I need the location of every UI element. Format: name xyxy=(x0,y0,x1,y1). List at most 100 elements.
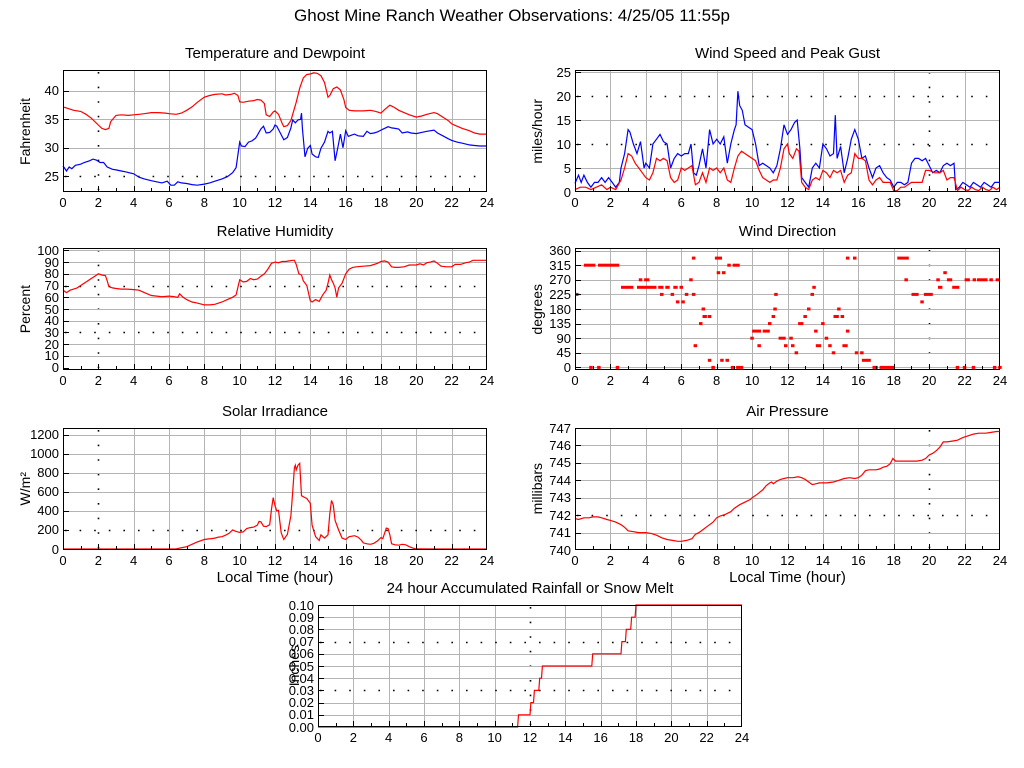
x-tick-label: 2 xyxy=(349,730,357,745)
x-tick-label: 10 xyxy=(487,730,502,745)
y-tick-label: 10 xyxy=(556,136,571,152)
y-tick-label: 0 xyxy=(563,359,571,375)
x-tick-label: 22 xyxy=(957,553,972,568)
x-tick-label: 10 xyxy=(744,553,760,568)
x-tick-label: 14 xyxy=(303,373,318,388)
y-tick-label: 25 xyxy=(556,64,571,80)
x-tick-label: 8 xyxy=(200,553,208,568)
y-axis-label: miles/hour xyxy=(529,98,545,164)
y-tick-label: 1200 xyxy=(30,427,59,443)
x-tick-label: 8 xyxy=(200,195,208,210)
y-tick-label: 0.10 xyxy=(288,597,314,613)
x-tick-label: 12 xyxy=(780,373,795,388)
solar-irradiance-chart: Solar Irradiance W/m² Local Time (hour) … xyxy=(17,403,494,586)
y-tick-label: 800 xyxy=(37,465,59,481)
y-tick-label: 0.02 xyxy=(288,695,314,711)
x-tick-label: 8 xyxy=(455,730,463,745)
plot-area xyxy=(62,248,487,370)
y-tick-label: 400 xyxy=(37,503,59,519)
x-tick-label: 10 xyxy=(232,195,247,210)
y-tick-label: 742 xyxy=(549,507,571,523)
x-tick-label: 10 xyxy=(744,195,760,210)
x-tick-label: 6 xyxy=(677,553,685,568)
x-tick-label: 24 xyxy=(992,195,1008,210)
y-tick-label: 180 xyxy=(549,301,571,317)
y-tick-label: 200 xyxy=(37,522,59,538)
x-tick-label: 4 xyxy=(130,373,138,388)
y-tick-label: 740 xyxy=(549,542,571,558)
x-tick-label: 8 xyxy=(713,553,721,568)
y-tick-label: 600 xyxy=(37,484,59,500)
y-tick-label: 60 xyxy=(44,289,59,305)
rainfall-chart: 24 hour Accumulated Rainfall or Snow Mel… xyxy=(286,580,749,745)
chart-title: Air Pressure xyxy=(746,403,829,420)
y-tick-label: 15 xyxy=(556,112,571,128)
x-tick-label: 22 xyxy=(444,195,459,210)
y-tick-label: 1000 xyxy=(30,446,59,462)
y-tick-label: 360 xyxy=(549,243,571,259)
x-tick-label: 14 xyxy=(815,553,831,568)
x-tick-label: 0 xyxy=(571,195,579,210)
y-tick-label: 744 xyxy=(549,472,571,488)
x-tick-label: 24 xyxy=(992,373,1008,388)
x-tick-label: 20 xyxy=(409,195,424,210)
x-tick-label: 10 xyxy=(232,553,247,568)
x-tick-label: 14 xyxy=(303,553,318,568)
y-tick-label: 270 xyxy=(549,272,571,288)
x-tick-label: 10 xyxy=(232,373,247,388)
y-tick-label: 0 xyxy=(563,184,571,200)
x-tick-label: 14 xyxy=(558,730,573,745)
y-tick-label: 0.07 xyxy=(288,634,314,650)
x-tick-label: 12 xyxy=(780,195,795,210)
x-tick-label: 16 xyxy=(851,553,866,568)
x-tick-label: 20 xyxy=(664,730,679,745)
y-tick-label: 0.09 xyxy=(288,609,314,625)
x-tick-label: 24 xyxy=(734,730,750,745)
y-tick-label: 746 xyxy=(549,437,571,453)
x-tick-label: 16 xyxy=(338,373,353,388)
plot-area xyxy=(575,248,1002,370)
x-tick-label: 22 xyxy=(957,195,972,210)
x-tick-label: 24 xyxy=(479,553,495,568)
y-tick-label: 40 xyxy=(44,83,59,99)
y-tick-label: 50 xyxy=(44,301,59,317)
y-tick-label: 90 xyxy=(556,330,571,346)
x-tick-label: 4 xyxy=(130,195,138,210)
air-pressure-chart: Air Pressure millibars Local Time (hour)… xyxy=(529,403,1007,586)
x-tick-label: 2 xyxy=(606,553,615,568)
x-tick-label: 18 xyxy=(373,373,389,388)
x-tick-label: 18 xyxy=(373,553,389,568)
x-tick-label: 6 xyxy=(420,730,428,745)
y-tick-label: 70 xyxy=(44,278,59,294)
x-tick-label: 12 xyxy=(267,553,283,568)
x-tick-label: 16 xyxy=(338,195,353,210)
y-tick-label: 0.04 xyxy=(288,670,314,686)
x-tick-label: 16 xyxy=(338,553,353,568)
x-tick-label: 0 xyxy=(59,373,67,388)
y-tick-label: 30 xyxy=(44,140,59,156)
plot-area xyxy=(574,428,1000,550)
chart-title: Temperature and Dewpoint xyxy=(184,45,366,62)
chart-title: Solar Irradiance xyxy=(222,403,328,420)
x-tick-label: 0 xyxy=(314,730,322,745)
plot-area xyxy=(63,428,487,550)
x-tick-label: 0 xyxy=(59,553,67,568)
x-tick-label: 0 xyxy=(59,195,67,210)
x-tick-label: 6 xyxy=(677,195,685,210)
x-tick-label: 24 xyxy=(479,195,495,210)
y-tick-label: 0.08 xyxy=(288,621,314,637)
y-tick-label: 80 xyxy=(44,266,59,282)
x-tick-label: 12 xyxy=(267,195,283,210)
wind-direction-chart: Wind Direction degrees 0 2 4 6 8 10 12 14 16 18 20… xyxy=(529,223,1007,388)
x-tick-label: 0 xyxy=(571,373,579,388)
x-tick-label: 20 xyxy=(921,195,937,210)
x-tick-label: 8 xyxy=(200,373,208,388)
x-tick-label: 0 xyxy=(571,553,579,568)
x-tick-label: 2 xyxy=(94,553,102,568)
y-tick-label: 741 xyxy=(549,525,571,541)
x-tick-label: 20 xyxy=(921,373,937,388)
x-tick-label: 6 xyxy=(165,553,173,568)
x-tick-label: 14 xyxy=(303,195,318,210)
y-tick-label: 747 xyxy=(549,420,571,436)
